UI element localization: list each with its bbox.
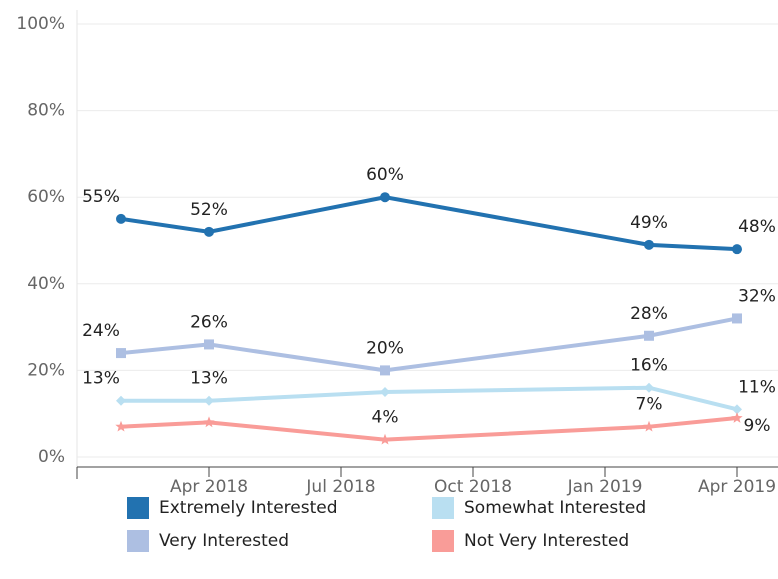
y-tick-label: 0% <box>38 447 65 467</box>
point <box>732 404 742 415</box>
data-label: 20% <box>366 338 404 358</box>
legend-label: Very Interested <box>159 531 289 551</box>
point <box>204 395 214 406</box>
data-label: 4% <box>372 408 399 428</box>
x-tick-label: Jan 2019 <box>567 477 643 497</box>
data-label: 9% <box>744 416 771 436</box>
point <box>380 387 390 398</box>
point <box>115 420 127 432</box>
x-tick-label: Apr 2018 <box>170 477 248 497</box>
data-label: 48% <box>738 217 776 237</box>
data-label: 28% <box>630 304 668 324</box>
data-label: 13% <box>190 369 228 389</box>
legend-label: Extremely Interested <box>159 498 338 518</box>
point <box>732 244 742 255</box>
data-label: 55% <box>82 187 120 207</box>
point <box>380 365 390 376</box>
x-tick-label: Apr 2019 <box>698 477 776 497</box>
point <box>204 339 214 350</box>
data-label: 24% <box>82 321 120 341</box>
point <box>643 420 655 432</box>
y-tick-label: 20% <box>27 360 65 380</box>
point <box>644 239 654 250</box>
point <box>644 382 654 393</box>
data-label: 32% <box>738 286 776 306</box>
y-tick-label: 80% <box>27 101 65 121</box>
point <box>116 395 126 406</box>
data-label: 49% <box>630 213 668 233</box>
point <box>379 433 391 445</box>
point <box>732 313 742 324</box>
data-label: 7% <box>636 395 663 415</box>
legend-swatch <box>432 530 454 552</box>
y-tick-label: 60% <box>27 187 65 207</box>
legend-label: Not Very Interested <box>464 531 629 551</box>
data-label: 16% <box>630 356 668 376</box>
point <box>644 330 654 341</box>
data-label: 52% <box>190 200 228 220</box>
data-label: 26% <box>190 312 228 332</box>
data-label: 13% <box>82 369 120 389</box>
point <box>380 192 390 203</box>
point <box>731 412 743 423</box>
data-label: 60% <box>366 165 404 185</box>
point <box>204 226 214 237</box>
y-tick-label: 40% <box>27 274 65 294</box>
legend-label: Somewhat Interested <box>464 498 646 518</box>
x-tick-label: Oct 2018 <box>434 477 512 497</box>
point <box>116 213 126 224</box>
y-tick-label: 100% <box>16 14 65 34</box>
data-label: 11% <box>738 377 776 397</box>
legend-swatch <box>127 497 149 519</box>
legend-swatch <box>432 497 454 519</box>
legend-swatch <box>127 530 149 552</box>
point <box>203 416 215 428</box>
point <box>116 348 126 359</box>
x-tick-label: Jul 2018 <box>305 477 375 497</box>
